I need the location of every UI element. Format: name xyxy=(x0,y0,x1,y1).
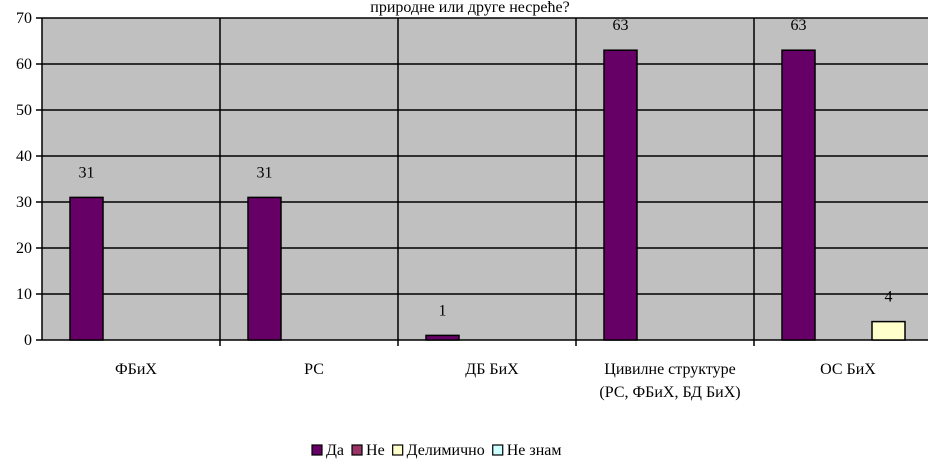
bar xyxy=(425,334,460,341)
y-tick-label: 0 xyxy=(24,332,32,349)
data-label: 63 xyxy=(791,17,807,34)
bar xyxy=(69,196,104,341)
y-tick-label: 10 xyxy=(16,286,32,303)
legend-label: Не xyxy=(366,442,385,459)
legend-swatch xyxy=(311,444,323,456)
legend-swatch xyxy=(351,444,363,456)
x-tick-label: ФБиХ xyxy=(115,361,157,378)
y-tick-label: 20 xyxy=(16,240,32,257)
x-tick-label: ОС БиХ xyxy=(820,361,876,378)
chart-title: природне или друге несреће? xyxy=(370,0,569,16)
x-tick-label: ДБ БиХ xyxy=(465,361,519,378)
y-tick-label: 50 xyxy=(16,102,32,119)
bar xyxy=(781,49,816,341)
bar xyxy=(247,196,282,341)
y-tick-label: 70 xyxy=(16,10,32,27)
legend-swatch xyxy=(492,444,504,456)
y-tick-label: 40 xyxy=(16,148,32,165)
y-tick-label: 60 xyxy=(16,56,32,73)
y-tick-label: 30 xyxy=(16,194,32,211)
x-tick-label: Цивилне структуре (РС, ФБиХ, БД БиХ) xyxy=(599,361,741,401)
x-tick-label: РС xyxy=(304,361,324,378)
bar xyxy=(871,320,906,341)
data-label: 31 xyxy=(257,164,273,181)
legend-swatch xyxy=(392,444,404,456)
data-label: 1 xyxy=(439,302,447,319)
data-label: 31 xyxy=(79,164,95,181)
data-label: 63 xyxy=(613,17,629,34)
legend-label: Делимично xyxy=(407,442,485,459)
bar xyxy=(603,49,638,341)
legend-label: Да xyxy=(326,442,344,459)
plot-area xyxy=(42,18,928,340)
data-label: 4 xyxy=(885,289,893,306)
legend-label: Не знам xyxy=(507,442,562,459)
